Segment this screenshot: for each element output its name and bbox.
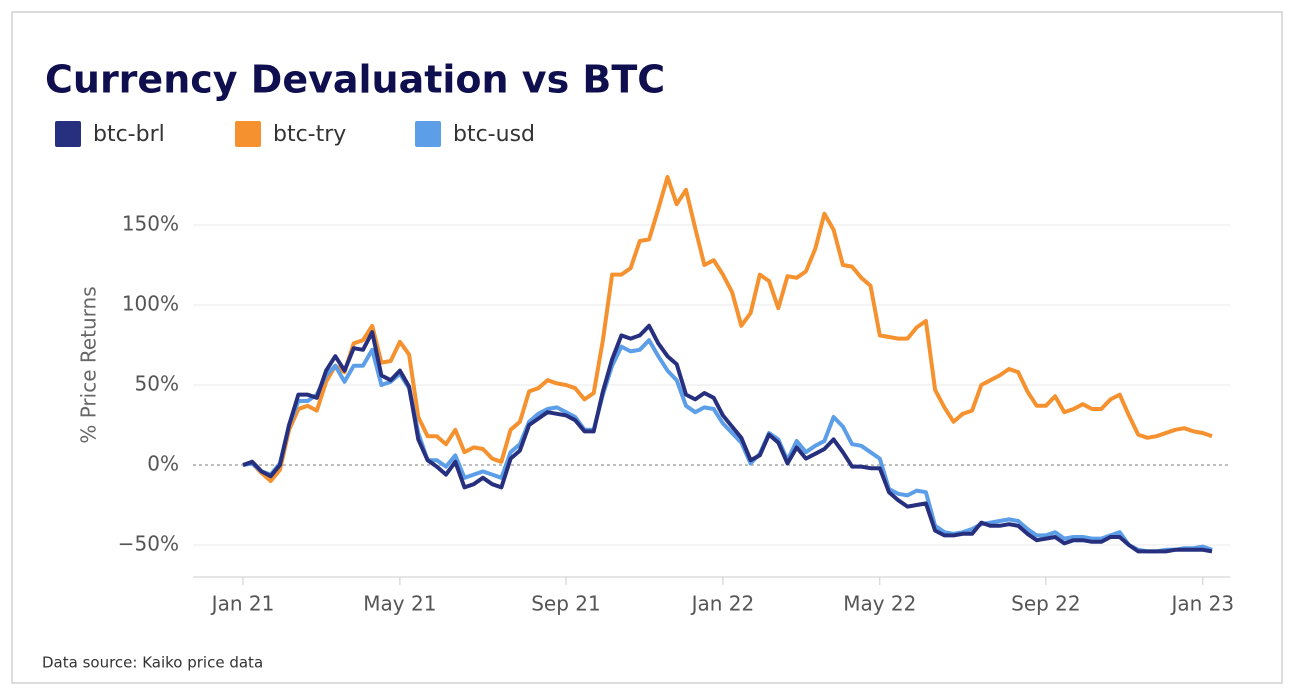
x-tick-label: Jan 21 — [210, 592, 275, 616]
frame — [11, 11, 1283, 684]
legend-label: btc-try — [273, 122, 346, 147]
y-axis-label: % Price Returns — [77, 286, 101, 443]
x-tick-label: Jan 22 — [690, 592, 755, 616]
legend-swatch — [55, 121, 81, 147]
y-tick-label: −50% — [118, 532, 179, 556]
y-tick-label: 50% — [135, 372, 179, 396]
series-line — [242, 175, 1213, 483]
x-tick-label: Sep 22 — [1011, 592, 1081, 616]
chart-title: Currency Devaluation vs BTC — [45, 58, 665, 102]
x-tick-label: May 22 — [843, 592, 916, 616]
source: Data source: Kaiko price data — [42, 654, 263, 672]
legend-swatch — [235, 121, 261, 147]
x-tick-label: Sep 21 — [531, 592, 601, 616]
y-tick-label: 0% — [147, 452, 179, 476]
y-tick-label: 100% — [122, 292, 179, 316]
legend-label: btc-usd — [453, 122, 535, 147]
x-tick-label: Jan 23 — [1169, 592, 1234, 616]
x-tick-label: May 21 — [363, 592, 436, 616]
legend-swatch — [415, 121, 441, 147]
y-tick-label: 150% — [122, 212, 179, 236]
legend-label: btc-brl — [93, 122, 165, 147]
series-line — [242, 323, 1213, 554]
